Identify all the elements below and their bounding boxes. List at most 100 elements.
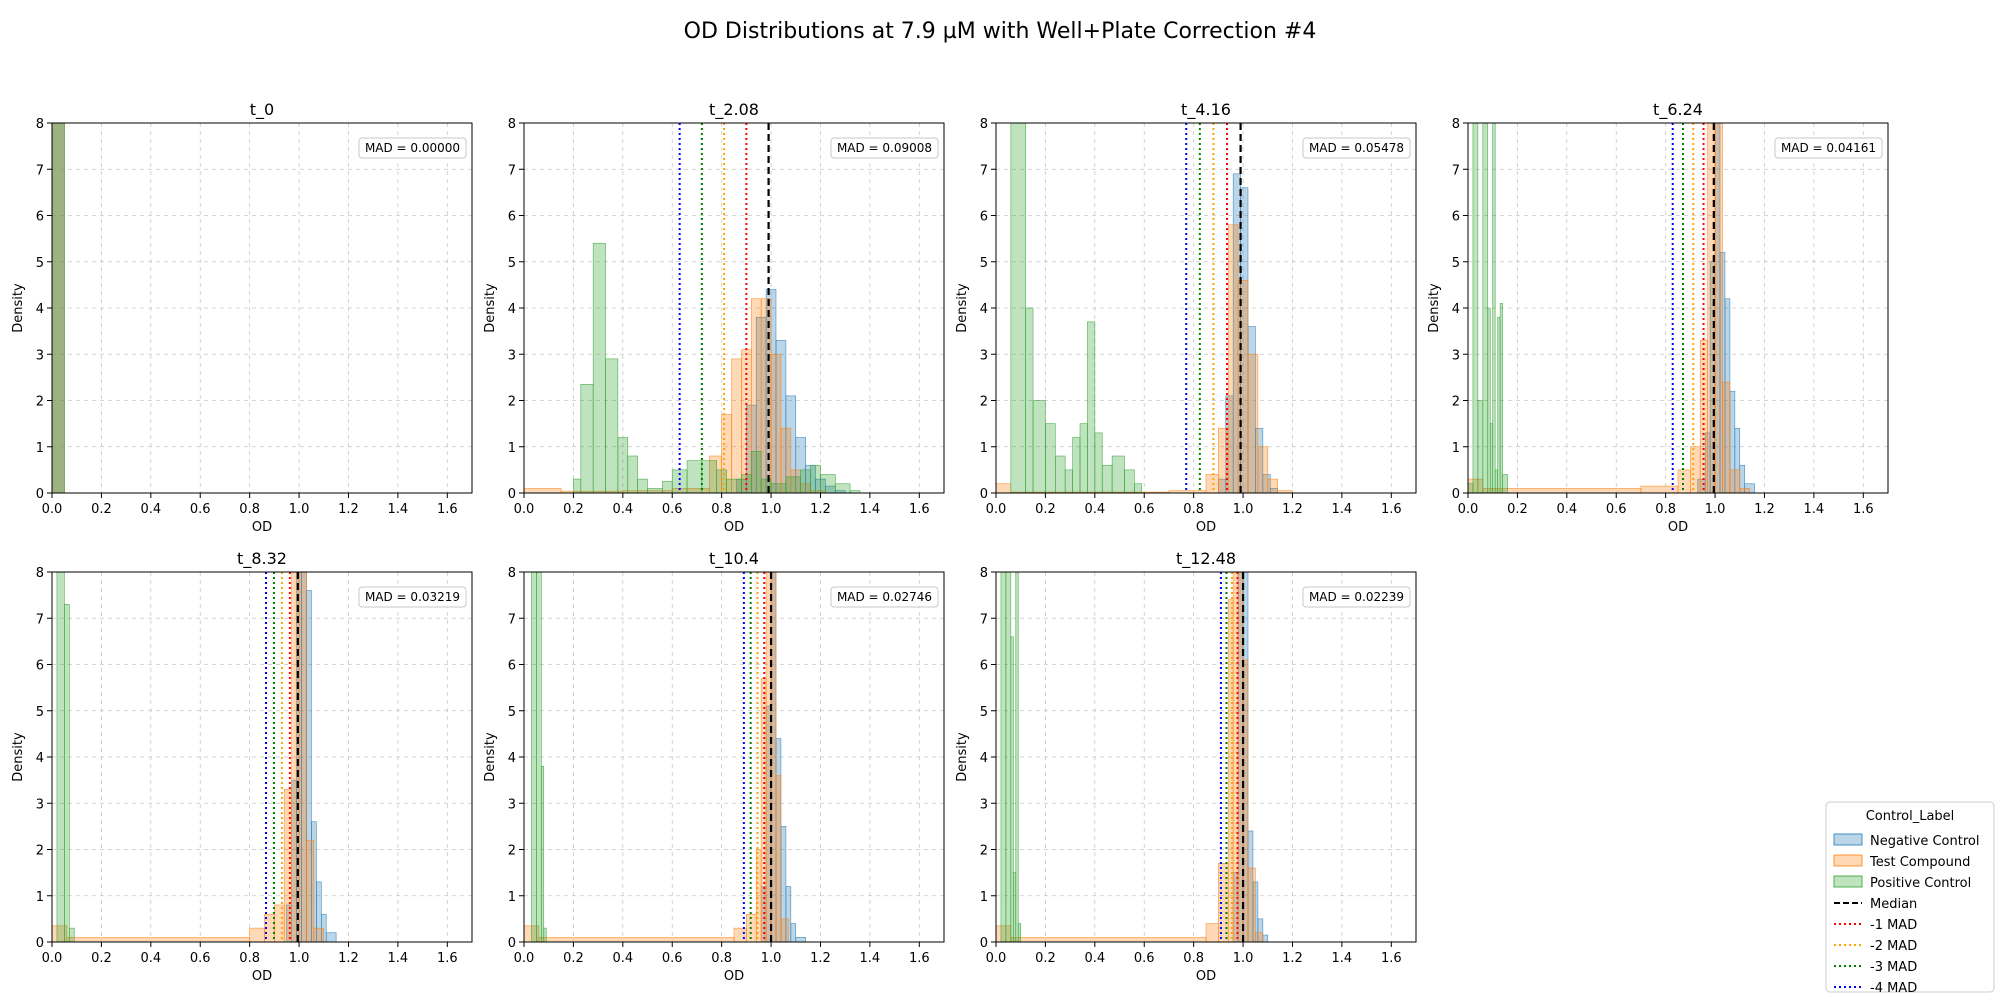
histogram-bars [52,572,337,942]
y-tick-label: 5 [1452,256,1460,271]
y-tick-label: 8 [36,566,44,581]
y-tick-label: 3 [980,348,988,363]
y-tick-label: 8 [980,117,988,132]
test-compound-bar [1227,599,1234,942]
x-tick-label: 0.6 [662,502,683,517]
x-tick-label: 1.2 [810,502,831,517]
y-tick-label: 7 [36,612,44,627]
x-tick-label: 1.2 [810,951,831,966]
y-tick-label: 4 [980,302,988,317]
test-compound-bar [1255,932,1264,942]
negative-control-bar [790,923,797,942]
positive-control-bar [1079,423,1088,493]
positive-control-bar [1101,464,1113,493]
x-tick-label: 1.6 [909,951,930,966]
x-tick-label: 0.8 [239,951,260,966]
positive-control-bar [686,460,703,493]
x-tick-label: 0.0 [514,502,535,517]
panel-t-10-4: 0.0 0.2 0.4 0.6 0.8 1.0 1.2 1.4 1.6 0 1 2 3 4 5 6 7 8 OD De… [483,549,945,984]
test-compound-bar [66,937,250,942]
x-tick-label: 0.0 [986,502,1007,517]
x-tick-label: 1.0 [761,502,782,517]
test-compound-bar [731,358,742,493]
mad-box [830,586,939,608]
positive-control-bar [1010,636,1014,942]
mad-box [1302,137,1411,159]
y-tick-label: 5 [508,705,516,720]
mad-label: MAD = 0.02239 [1309,590,1404,604]
x-tick-label: 0.0 [1458,502,1479,517]
positive-control-bar [1502,474,1508,493]
reference-lines [1219,572,1245,942]
histogram-bars [524,572,806,942]
y-tick-label: 0 [36,936,44,951]
x-tick-label: 0.8 [711,502,732,517]
panel-title: t_2.08 [709,100,759,120]
y-tick-label: 4 [36,302,44,317]
test-compound-bar [996,483,1012,493]
legend-swatch [1833,833,1863,846]
y-tick-label: 8 [36,117,44,132]
mad-box [358,137,467,159]
positive-control-bar [1032,400,1046,493]
panel-t-4-16: 0.0 0.2 0.4 0.6 0.8 1.0 1.2 1.4 1.6 0 1 2 3 4 5 6 7 8 OD De… [955,100,1417,535]
grid [995,571,1416,943]
mad-label: MAD = 0.00000 [365,141,460,155]
positive-control-bar [543,927,547,942]
y-tick-label: 4 [1452,302,1460,317]
y-tick-label: 6 [1452,210,1460,225]
test-compound-bar [770,572,777,942]
y-axis-label: Density [955,732,970,782]
x-tick-label: 1.0 [1233,951,1254,966]
x-tick-label: 0.8 [711,951,732,966]
positive-control-bar [1015,572,1019,942]
positive-control-bar [750,451,762,493]
reference-lines [678,123,770,493]
reference-lines [1185,123,1242,493]
legend-item: -3 MAD [1834,960,1917,975]
legend-item: Negative Control [1833,833,1979,849]
panel-t-12-48: 0.0 0.2 0.4 0.6 0.8 1.0 1.2 1.4 1.6 0 1 2 3 4 5 6 7 8 OD De… [955,549,1417,984]
y-tick-label: 3 [36,797,44,812]
x-tick-label: 0.2 [1507,502,1528,517]
legend-item: Positive Control [1833,875,1971,891]
y-tick-label: 0 [508,936,516,951]
positive-control-bar [1134,483,1143,493]
y-tick-label: 5 [980,256,988,271]
test-compound-bar [1722,381,1731,493]
test-compound-bar [780,918,789,942]
test-compound-bar [1010,937,1207,942]
y-tick-label: 6 [36,659,44,674]
y-tick-label: 2 [508,844,516,859]
test-compound-bar [306,839,315,942]
reference-lines [265,572,299,942]
positive-control-bar [64,604,70,942]
test-compound-bar [1677,469,1691,493]
positive-control-bar [1064,469,1073,493]
test-compound-bar [1690,446,1701,493]
mad-box [1774,137,1883,159]
positive-control-bar [637,478,648,493]
legend: Control_Label Negative Control Test Compou… [1825,801,1995,996]
y-tick-label: 0 [508,487,516,502]
y-tick-label: 4 [980,751,988,766]
legend-item: -2 MAD [1834,939,1917,954]
legend-label: Negative Control [1870,834,1979,849]
x-tick-label: 0.8 [239,502,260,517]
x-tick-label: 1.6 [1381,502,1402,517]
x-tick-label: 1.2 [338,951,359,966]
positive-control-bar [1492,123,1496,493]
y-tick-label: 2 [980,395,988,410]
mad-box [830,137,939,159]
y-tick-label: 1 [980,441,988,456]
x-tick-label: 0.2 [563,951,584,966]
y-tick-label: 0 [980,487,988,502]
legend-title: Control_Label [1866,809,1955,824]
positive-control-bar [1487,307,1491,493]
negative-control-bar [1262,934,1269,942]
negative-control-bar [795,937,806,942]
x-axis-label: OD [1196,520,1216,535]
positive-control-bar [1005,572,1012,942]
negative-control-bar [785,886,792,942]
